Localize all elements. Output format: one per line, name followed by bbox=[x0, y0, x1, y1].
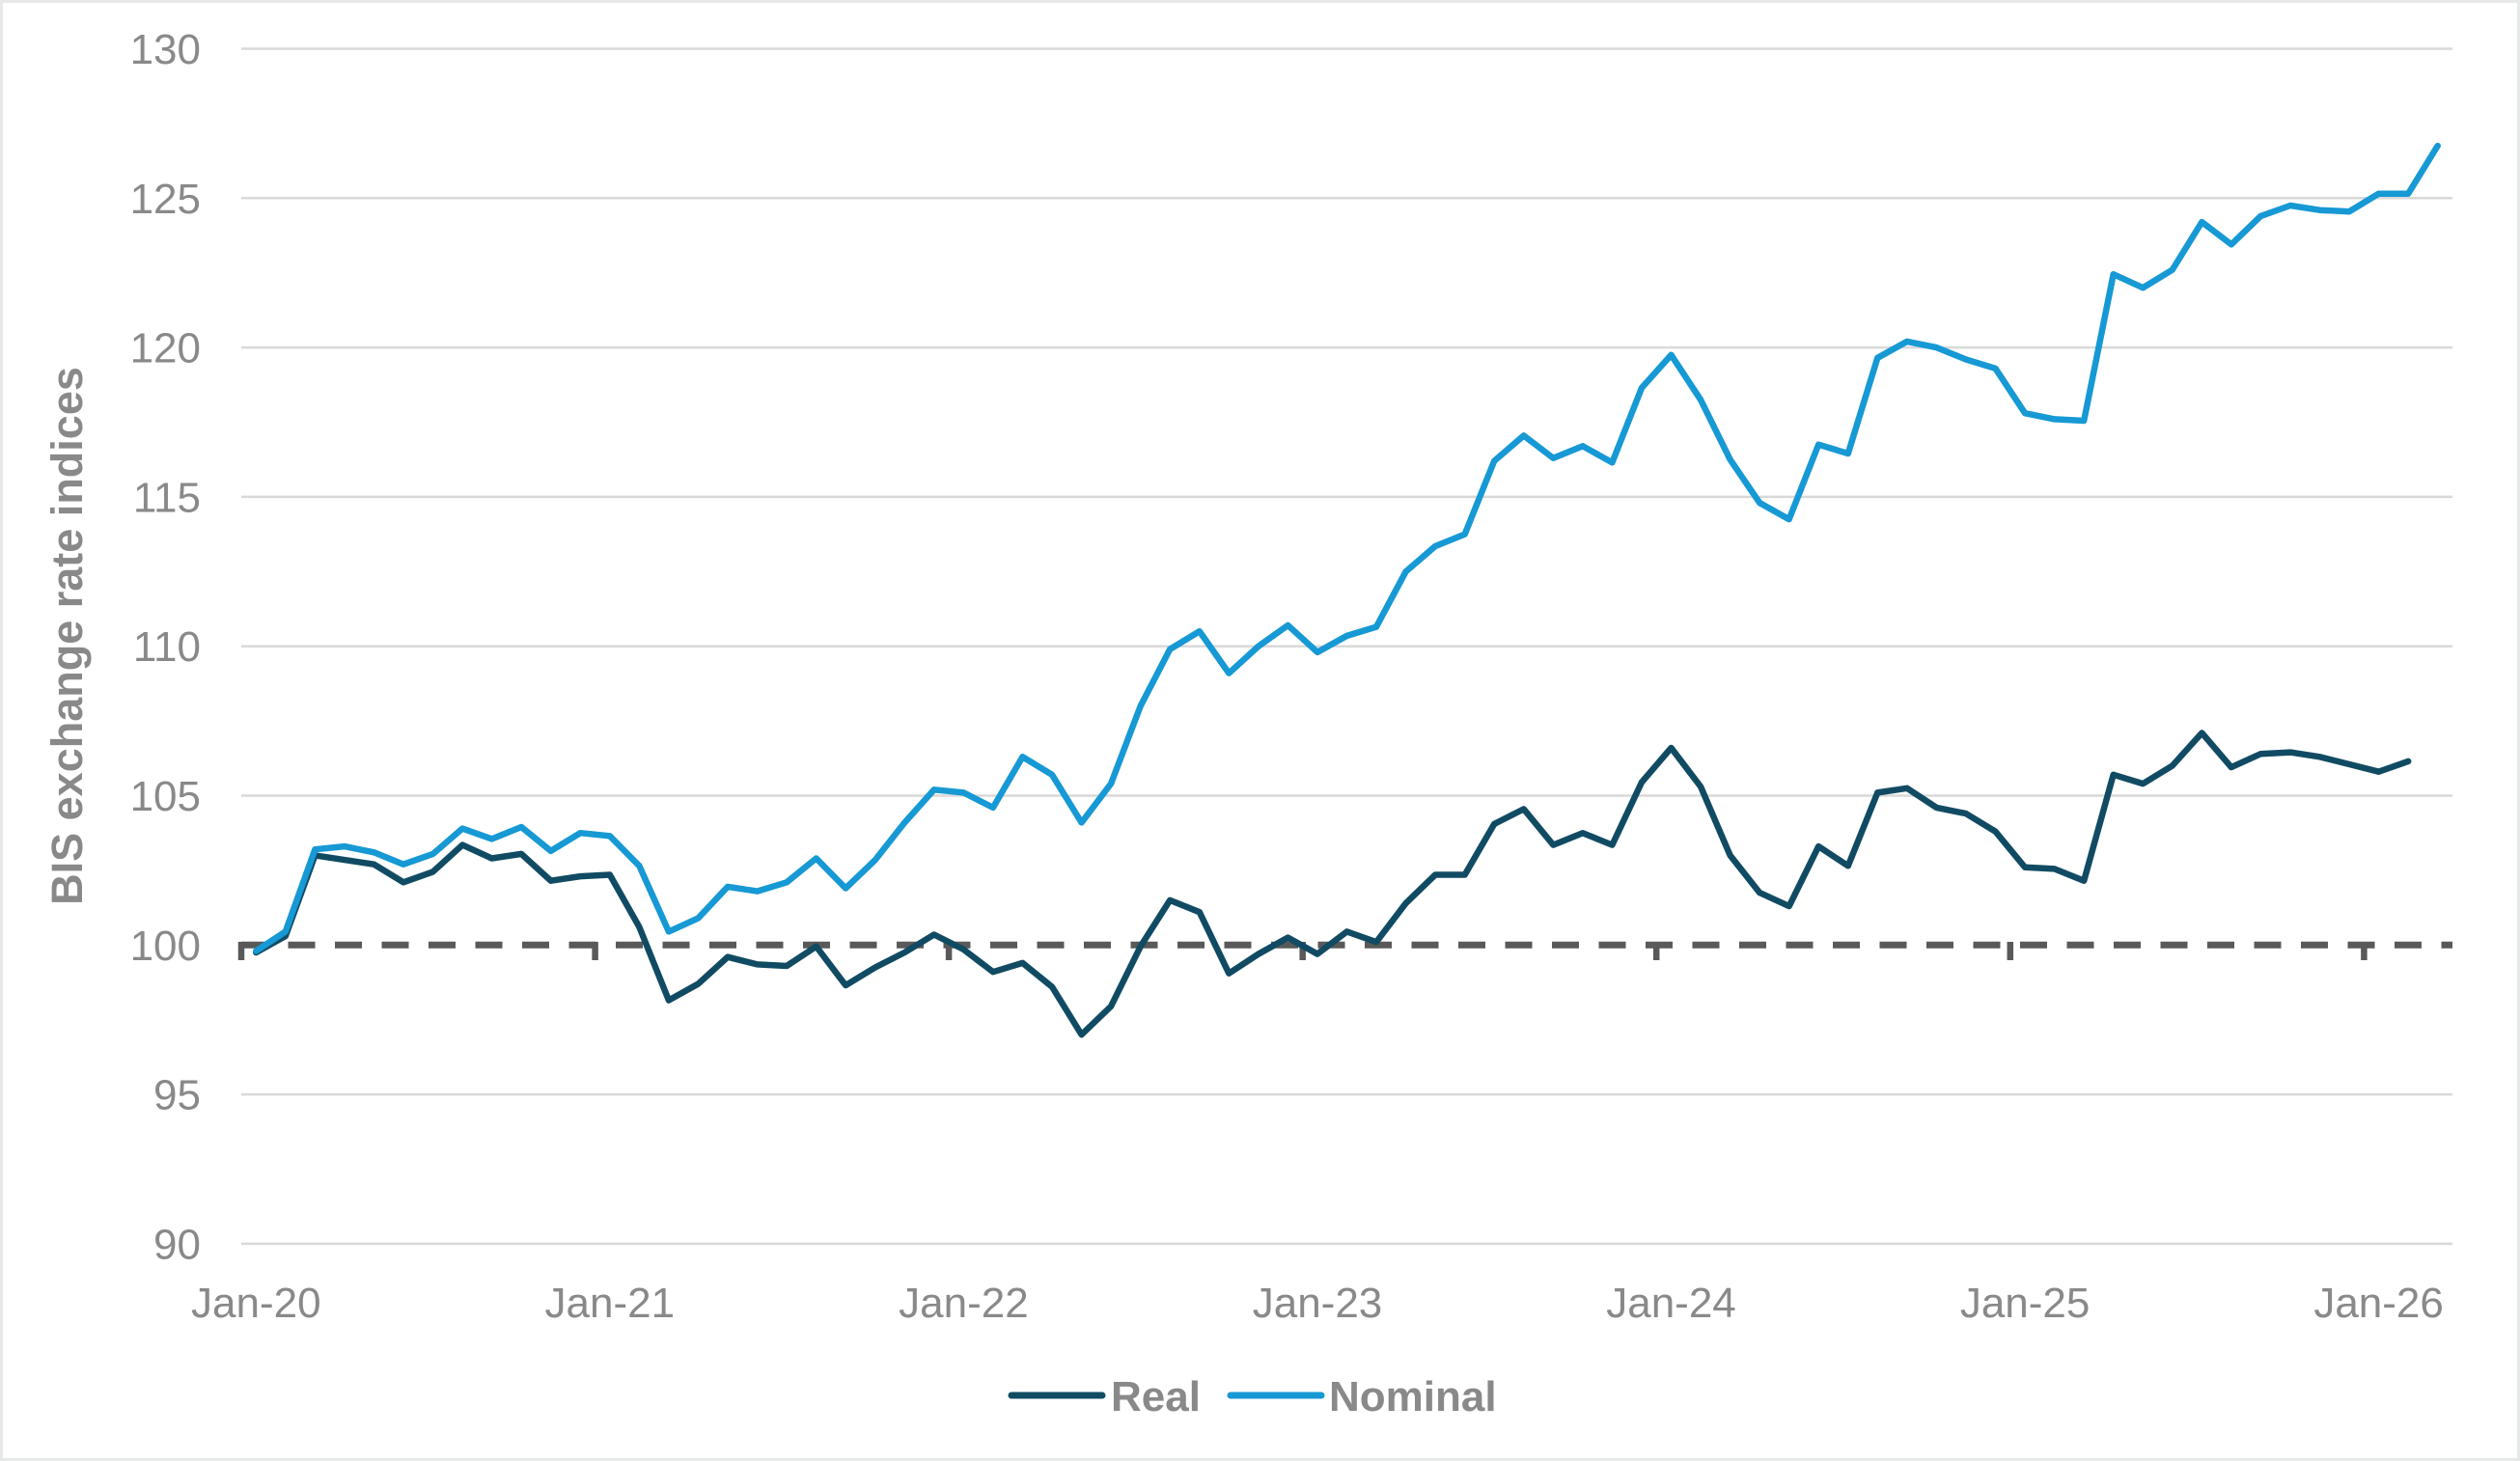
svg-text:125: 125 bbox=[130, 176, 201, 223]
svg-text:110: 110 bbox=[133, 623, 201, 671]
svg-text:Jan-24: Jan-24 bbox=[1606, 1280, 1736, 1327]
svg-text:Jan-22: Jan-22 bbox=[899, 1280, 1029, 1327]
svg-text:Jan-23: Jan-23 bbox=[1253, 1280, 1383, 1327]
svg-text:130: 130 bbox=[130, 26, 201, 73]
svg-text:Jan-26: Jan-26 bbox=[2313, 1280, 2444, 1327]
svg-text:95: 95 bbox=[153, 1072, 201, 1119]
svg-text:BIS exchange rate indices: BIS exchange rate indices bbox=[42, 367, 92, 905]
svg-text:Nominal: Nominal bbox=[1329, 1373, 1497, 1420]
svg-text:Jan-21: Jan-21 bbox=[545, 1280, 676, 1327]
svg-text:105: 105 bbox=[130, 773, 201, 820]
svg-text:115: 115 bbox=[133, 474, 201, 521]
svg-text:Real: Real bbox=[1111, 1373, 1201, 1420]
svg-text:Jan-25: Jan-25 bbox=[1960, 1280, 2091, 1327]
svg-text:Jan-20: Jan-20 bbox=[191, 1280, 321, 1327]
svg-text:100: 100 bbox=[130, 923, 201, 970]
svg-text:90: 90 bbox=[153, 1221, 201, 1268]
svg-text:120: 120 bbox=[130, 325, 201, 372]
